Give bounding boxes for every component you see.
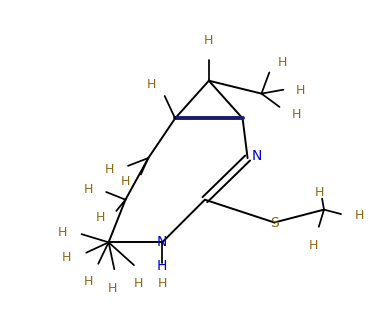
Text: H: H	[57, 226, 67, 239]
Text: H: H	[84, 275, 93, 288]
Text: H: H	[314, 186, 324, 199]
Text: H: H	[355, 209, 364, 222]
Text: H: H	[296, 84, 306, 97]
Text: H: H	[291, 108, 301, 121]
Text: H: H	[309, 239, 318, 252]
Text: H: H	[83, 183, 93, 196]
Text: H: H	[108, 282, 117, 295]
Text: H: H	[134, 277, 143, 290]
Text: N: N	[157, 235, 168, 249]
Text: S: S	[270, 215, 279, 230]
Text: N: N	[252, 149, 262, 163]
Text: H: H	[157, 259, 168, 273]
Text: H: H	[277, 56, 287, 69]
Text: H: H	[62, 251, 71, 264]
Text: H: H	[158, 277, 167, 290]
Text: H: H	[204, 34, 214, 47]
Text: H: H	[95, 211, 104, 224]
Text: H: H	[147, 78, 156, 91]
Text: H: H	[121, 175, 130, 188]
Text: H: H	[105, 163, 114, 176]
